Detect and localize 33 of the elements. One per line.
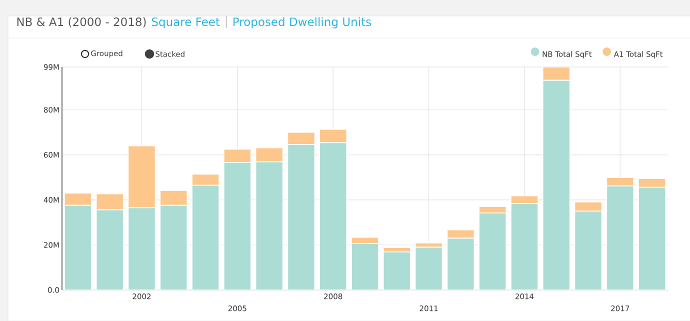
bar xyxy=(255,161,284,290)
bar xyxy=(128,145,156,208)
bar xyxy=(351,243,379,290)
bar xyxy=(287,132,316,145)
bar xyxy=(224,148,252,163)
bar xyxy=(574,210,602,290)
bar xyxy=(160,190,188,206)
bar xyxy=(192,184,220,290)
bar xyxy=(224,162,252,290)
text: Square Feet xyxy=(152,17,220,28)
bar xyxy=(64,192,92,206)
bar xyxy=(510,203,538,290)
chart-title: NB & A1 (2000 - 2018) xyxy=(17,17,146,28)
bar xyxy=(478,212,506,290)
bar xyxy=(287,144,316,290)
bar xyxy=(160,204,188,290)
bar xyxy=(255,147,284,162)
bar xyxy=(319,128,348,144)
bar xyxy=(96,193,124,210)
bar xyxy=(414,246,443,290)
bar xyxy=(64,204,92,290)
bar xyxy=(638,186,666,290)
bar xyxy=(446,238,475,290)
bar xyxy=(192,174,220,186)
bar xyxy=(96,209,124,290)
text: Proposed Dwelling Units xyxy=(233,17,371,28)
bar xyxy=(319,142,348,290)
bar xyxy=(574,202,602,212)
bar xyxy=(542,80,570,290)
bar xyxy=(128,207,156,290)
bar xyxy=(542,67,570,81)
bar xyxy=(606,186,634,290)
bar xyxy=(383,252,411,290)
